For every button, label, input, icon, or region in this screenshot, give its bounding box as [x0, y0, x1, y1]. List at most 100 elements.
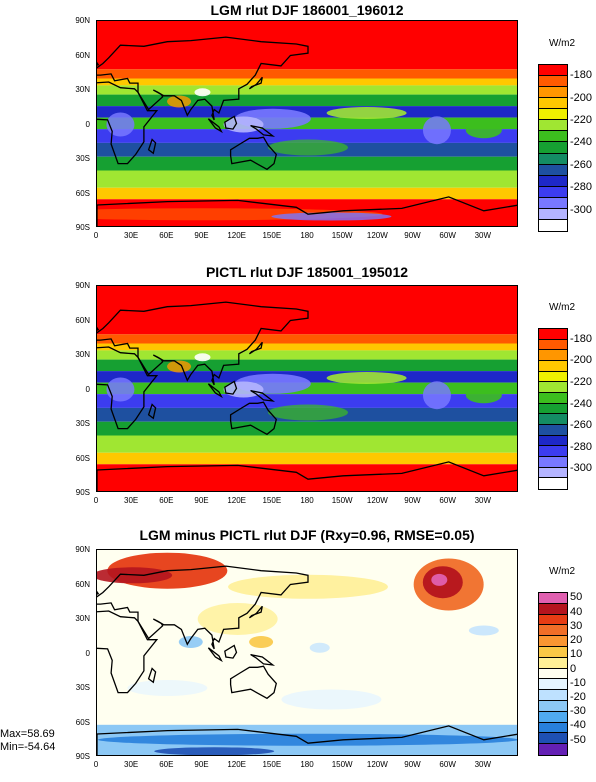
lat-tick-label: 90S [75, 488, 90, 497]
coastline [207, 647, 223, 663]
colorbar-label: -20 [570, 690, 586, 703]
colorbar-swatch [539, 392, 567, 404]
colorbar-swatch [539, 403, 567, 415]
lat-tick-label: 30S [75, 683, 90, 692]
lat-tick-label: 60N [75, 315, 90, 325]
colorbar-swatch [539, 636, 567, 647]
coastline [147, 667, 157, 684]
coastline [97, 301, 309, 386]
panel1-title: LGM rlut DJF 186001_196012 [210, 2, 404, 18]
max-stat: Max=58.69 [0, 728, 55, 740]
field-band [97, 421, 517, 436]
lat-tick-label: 60S [75, 717, 90, 727]
field-anomaly [106, 377, 135, 402]
coastline [250, 124, 276, 137]
field-anomaly [422, 116, 451, 145]
colorbar-label: 30 [570, 619, 583, 632]
panel2-title: PICTL rlut DJF 185001_195012 [205, 264, 409, 280]
lon-tick-label: 30W [474, 496, 492, 505]
coastline [229, 401, 278, 436]
lon-tick-label: 180 [300, 231, 314, 240]
lat-tick-label: 0 [85, 384, 90, 394]
coastline [97, 610, 159, 694]
field-anomaly [167, 360, 192, 373]
colorbar-swatch [539, 329, 567, 340]
field-anomaly [465, 387, 502, 404]
colorbar-swatch [539, 424, 567, 436]
field-band [97, 350, 517, 360]
colorbar-swatch [539, 467, 567, 479]
lon-tick-label: 90W [404, 231, 421, 240]
coastline [97, 196, 517, 226]
lon-tick-label: 30W [474, 760, 492, 769]
coastline [224, 380, 238, 395]
field-band [97, 170, 517, 188]
lat-tick-label: 90N [75, 281, 90, 290]
colorbar-swatch [539, 657, 567, 669]
lon-tick-label: 0 [93, 496, 99, 505]
colorbar-swatch [539, 371, 567, 383]
field-band [97, 156, 517, 171]
colorbar-swatch [539, 109, 567, 121]
field-anomaly [326, 372, 407, 384]
coastline [97, 36, 309, 121]
field-anomaly [431, 573, 448, 586]
colorbar-swatch [539, 164, 567, 176]
colorbar-label: -300 [570, 203, 593, 216]
field-band [97, 187, 517, 200]
colorbar-swatch [539, 350, 567, 361]
lon-tick-label: 150W [331, 496, 353, 505]
lat-tick-label: 60S [75, 453, 90, 463]
field-band [97, 69, 517, 79]
lon-tick-label: 60E [159, 760, 174, 769]
colorbar-swatch [539, 153, 567, 165]
coastline [97, 461, 517, 491]
panel3-title: LGM minus PICTL rlut DJF (Rxy=0.96, RMSE… [139, 527, 475, 543]
field-band [97, 129, 517, 143]
coastline [97, 565, 309, 650]
colorbar-label: -260 [570, 419, 593, 432]
field-anomaly [271, 212, 392, 221]
colorbar-swatch [539, 446, 567, 457]
colorbar-label: 20 [570, 634, 583, 647]
colorbar-label: -180 [570, 332, 593, 345]
colorbar-swatch [539, 614, 567, 626]
coastline [224, 115, 238, 130]
panel3-colorbar [538, 592, 568, 756]
colorbar-swatch [539, 690, 567, 701]
colorbar-swatch [539, 722, 567, 734]
min-stat: Min=-54.64 [0, 741, 56, 753]
colorbar-label: 40 [570, 605, 583, 618]
lon-tick-label: 60E [159, 496, 174, 505]
coastline [229, 136, 278, 171]
colorbar-swatch [539, 360, 567, 372]
colorbar-swatch [539, 603, 567, 615]
field-band [97, 286, 517, 335]
lon-tick-label: 60W [439, 231, 456, 240]
lon-tick-label: 30E [124, 760, 139, 769]
lon-tick-label: 120W [366, 496, 388, 505]
coastline [147, 403, 157, 420]
field-anomaly [422, 381, 451, 410]
field-band [97, 464, 517, 491]
lon-tick-label: 120E [227, 496, 246, 505]
colorbar-label: -10 [570, 676, 586, 689]
lat-tick-label: 90S [75, 752, 90, 761]
lon-tick-label: 90W [404, 760, 421, 769]
lon-tick-label: 30E [124, 231, 139, 240]
colorbar-label: -240 [570, 136, 593, 149]
lon-tick-label: 60W [439, 496, 456, 505]
coastline [250, 653, 276, 666]
colorbar-label: -50 [570, 733, 586, 746]
field-anomaly [281, 689, 382, 710]
colorbar-swatch [539, 625, 567, 637]
colorbar-swatch [539, 679, 567, 691]
field-anomaly [468, 625, 499, 636]
coastline [207, 118, 223, 134]
colorbar-label: -280 [570, 181, 593, 194]
panel3-map [96, 549, 518, 756]
coastline [248, 76, 263, 90]
lon-tick-label: 120E [227, 231, 246, 240]
field-band [97, 371, 517, 383]
colorbar-label: -240 [570, 397, 593, 410]
